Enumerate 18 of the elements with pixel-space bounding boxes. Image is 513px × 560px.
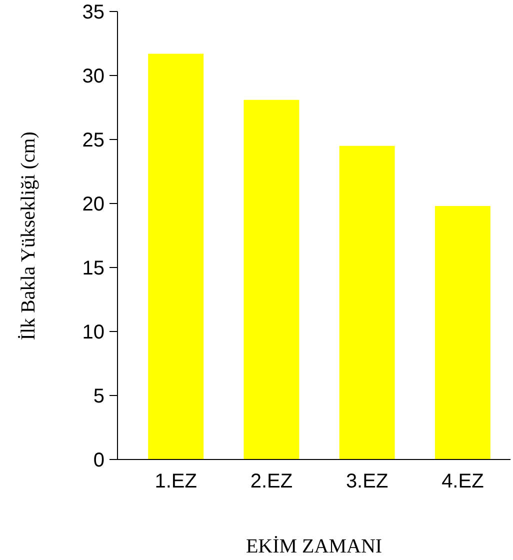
bar [434,206,490,460]
y-tick-label: 20 [82,194,105,216]
y-tick-label: 10 [82,322,105,344]
y-tick-label: 0 [93,450,104,472]
bar [148,54,204,460]
x-tick-label: 1.EZ [154,470,197,492]
y-axis-title: İlk Bakla Yüksekliği (cm) [17,132,40,340]
y-tick-label: 25 [82,130,105,152]
x-tick-label: 3.EZ [346,470,388,492]
bar [339,146,395,460]
x-tick-label: 4.EZ [442,470,484,492]
y-tick-label: 15 [82,258,105,280]
y-tick-label: 35 [82,2,105,24]
y-tick-label: 5 [93,386,104,408]
x-tick-label: 2.EZ [250,470,293,492]
bar [244,100,300,460]
x-axis-title: EKİM ZAMANI [246,536,382,558]
y-tick-label: 30 [82,66,105,88]
